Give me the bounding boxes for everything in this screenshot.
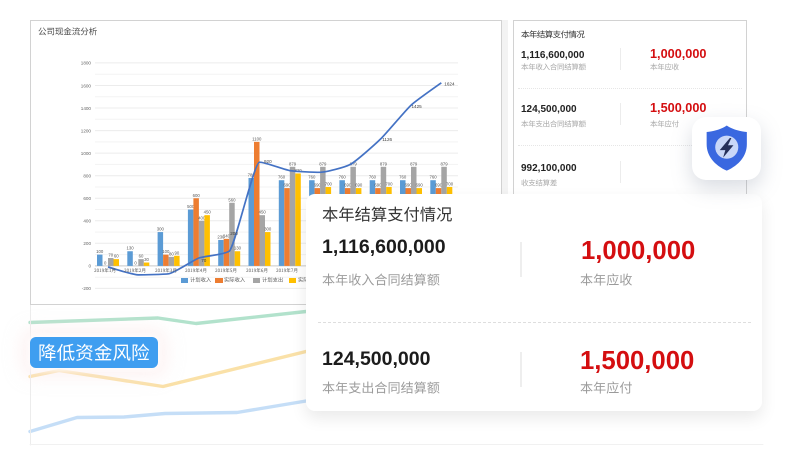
svg-text:1200: 1200 xyxy=(81,128,92,133)
svg-text:879: 879 xyxy=(350,161,358,166)
svg-text:600: 600 xyxy=(83,196,91,201)
svg-text:1624: 1624 xyxy=(444,82,455,87)
svg-text:230: 230 xyxy=(217,234,225,239)
svg-text:690: 690 xyxy=(405,183,413,188)
svg-text:1100: 1100 xyxy=(252,136,262,141)
svg-text:450: 450 xyxy=(259,210,267,215)
svg-text:200: 200 xyxy=(83,241,91,246)
svg-text:879: 879 xyxy=(380,161,388,166)
svg-text:450: 450 xyxy=(204,210,212,215)
svg-text:0: 0 xyxy=(134,260,137,265)
svg-text:690: 690 xyxy=(435,183,443,188)
svg-text:820: 820 xyxy=(294,168,302,173)
svg-text:760: 760 xyxy=(339,175,347,180)
svg-text:1600: 1600 xyxy=(81,83,92,88)
svg-text:1800: 1800 xyxy=(81,61,92,66)
svg-text:700: 700 xyxy=(446,181,454,186)
svg-text:130: 130 xyxy=(126,246,134,251)
svg-text:130: 130 xyxy=(234,246,242,251)
svg-text:800: 800 xyxy=(83,174,91,179)
svg-text:879: 879 xyxy=(440,161,448,166)
svg-text:-200: -200 xyxy=(82,286,92,291)
svg-text:90: 90 xyxy=(174,250,179,255)
svg-text:600: 600 xyxy=(193,193,201,198)
svg-text:0: 0 xyxy=(104,260,107,265)
svg-text:690: 690 xyxy=(416,183,424,188)
svg-text:240: 240 xyxy=(223,233,231,238)
svg-text:70: 70 xyxy=(108,253,113,258)
svg-text:400: 400 xyxy=(198,215,206,220)
svg-text:1425: 1425 xyxy=(412,104,423,109)
svg-text:560: 560 xyxy=(228,197,236,202)
svg-text:690: 690 xyxy=(374,183,382,188)
svg-text:879: 879 xyxy=(410,161,418,166)
svg-text:690: 690 xyxy=(344,183,352,188)
svg-text:760: 760 xyxy=(399,175,407,180)
svg-text:1126: 1126 xyxy=(382,137,392,142)
svg-text:700: 700 xyxy=(385,181,393,186)
svg-text:60: 60 xyxy=(139,254,144,259)
svg-text:760: 760 xyxy=(278,175,286,180)
svg-text:690: 690 xyxy=(355,183,363,188)
svg-text:0: 0 xyxy=(88,264,91,269)
svg-text:30: 30 xyxy=(144,257,149,262)
svg-text:100: 100 xyxy=(162,249,170,254)
svg-text:690: 690 xyxy=(314,183,322,188)
svg-text:300: 300 xyxy=(264,227,272,232)
svg-text:780: 780 xyxy=(248,172,256,177)
svg-text:80: 80 xyxy=(169,251,174,256)
svg-text:879: 879 xyxy=(289,161,297,166)
svg-text:70: 70 xyxy=(201,258,207,263)
svg-text:760: 760 xyxy=(369,175,377,180)
svg-text:500: 500 xyxy=(187,204,195,209)
svg-text:879: 879 xyxy=(319,161,327,166)
svg-text:760: 760 xyxy=(429,175,437,180)
svg-text:200: 200 xyxy=(230,231,238,236)
svg-text:60: 60 xyxy=(114,254,119,259)
svg-text:1000: 1000 xyxy=(81,151,92,156)
svg-text:760: 760 xyxy=(308,175,316,180)
svg-text:100: 100 xyxy=(96,249,104,254)
svg-text:300: 300 xyxy=(157,227,165,232)
svg-text:400: 400 xyxy=(83,219,91,224)
svg-text:920: 920 xyxy=(264,159,272,164)
svg-text:690: 690 xyxy=(283,183,291,188)
svg-text:1400: 1400 xyxy=(81,106,92,111)
svg-text:700: 700 xyxy=(325,181,333,186)
